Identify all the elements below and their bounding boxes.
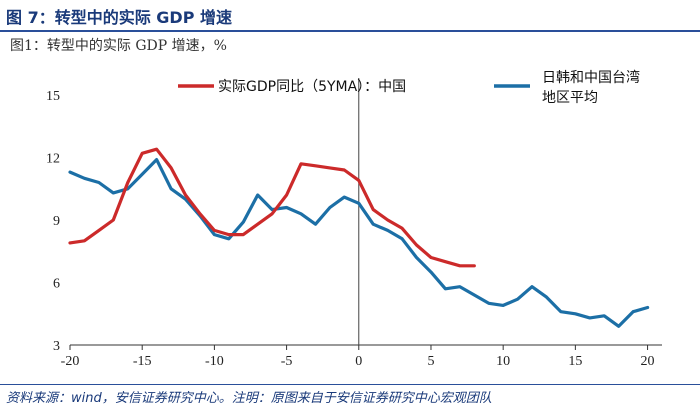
x-tick-label: 10 — [496, 354, 510, 369]
gdp-growth-line-chart: 图1：转型中的实际 GDP 增速，% -20 -15 -10 -5 0 5 10 15 20 3 6… — [10, 38, 662, 369]
chart-axes: -20 -15 -10 -5 0 5 10 15 20 3 6 9 12 15 — [46, 78, 662, 369]
series-line-china — [68, 147, 476, 268]
y-tick-label: 3 — [53, 339, 60, 354]
y-tick-label: 9 — [53, 214, 60, 229]
x-tick-label: 5 — [427, 354, 434, 369]
legend-label-china: 实际GDP同比（5YMA）：中国 — [218, 79, 406, 95]
chart-title: 图1：转型中的实际 GDP 增速，% — [10, 38, 227, 54]
x-tick-label: -15 — [133, 354, 152, 369]
x-tick-label: 20 — [641, 354, 655, 369]
chart-legend: 实际GDP同比（5YMA）：中国 日韩和中国台湾地区平均 — [178, 69, 640, 106]
x-tick-label: 0 — [355, 354, 362, 369]
y-tick-label: 12 — [46, 152, 60, 167]
title-underline — [0, 30, 700, 32]
chart-series-layer — [68, 147, 650, 328]
figure-title: 图 7：转型中的实际 GDP 增速 — [6, 8, 232, 27]
y-tick-label: 15 — [46, 89, 60, 104]
source-note: 资料来源：wind，安信证券研究中心。注明：原图来自于安信证券研究中心宏观团队 — [6, 391, 492, 406]
source-underline — [0, 384, 700, 385]
y-tick-label: 6 — [53, 277, 60, 292]
x-tick-label: -20 — [61, 354, 80, 369]
series-line-regional-average — [68, 158, 650, 328]
x-tick-label: -5 — [281, 354, 293, 369]
legend-label-regional-average: 日韩和中国台湾地区平均 — [542, 69, 640, 106]
x-tick-label: 15 — [568, 354, 582, 369]
x-tick-label: -10 — [205, 354, 224, 369]
